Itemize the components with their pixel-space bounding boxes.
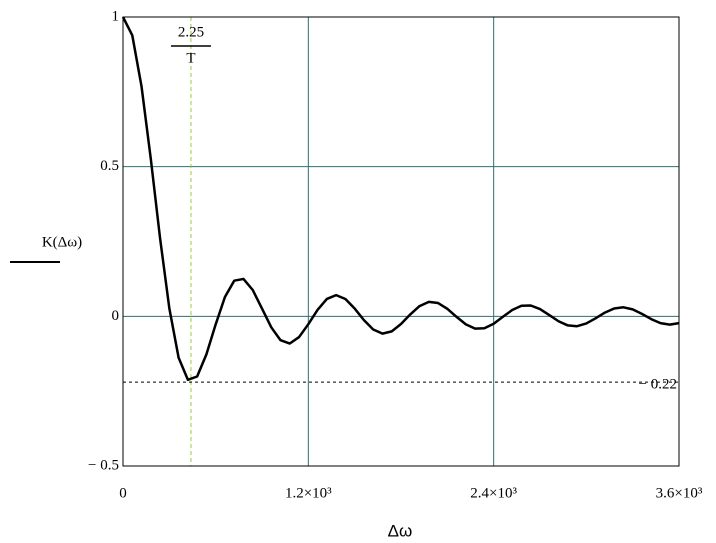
x-tick-label: 3.6×10³	[656, 485, 703, 501]
h-marker-label: − 0.22	[639, 377, 677, 393]
x-tick-label: 2.4×10³	[470, 485, 517, 501]
y-tick-label: − 0.5	[88, 457, 119, 473]
v-marker-denominator: T	[186, 50, 195, 66]
y-tick-label: 0.5	[100, 158, 119, 174]
curve	[121, 16, 680, 382]
plot-frame	[122, 16, 680, 467]
v-marker-numerator: 2.25	[178, 24, 204, 40]
y-axis-label: K(Δω)	[42, 234, 82, 250]
x-tick-label: 1.2×10³	[285, 485, 332, 501]
x-tick-label: 0	[119, 485, 127, 501]
y-tick-label: 0	[112, 308, 120, 324]
x-axis-label: Δω	[388, 521, 413, 540]
y-tick-label: 1	[112, 8, 120, 24]
